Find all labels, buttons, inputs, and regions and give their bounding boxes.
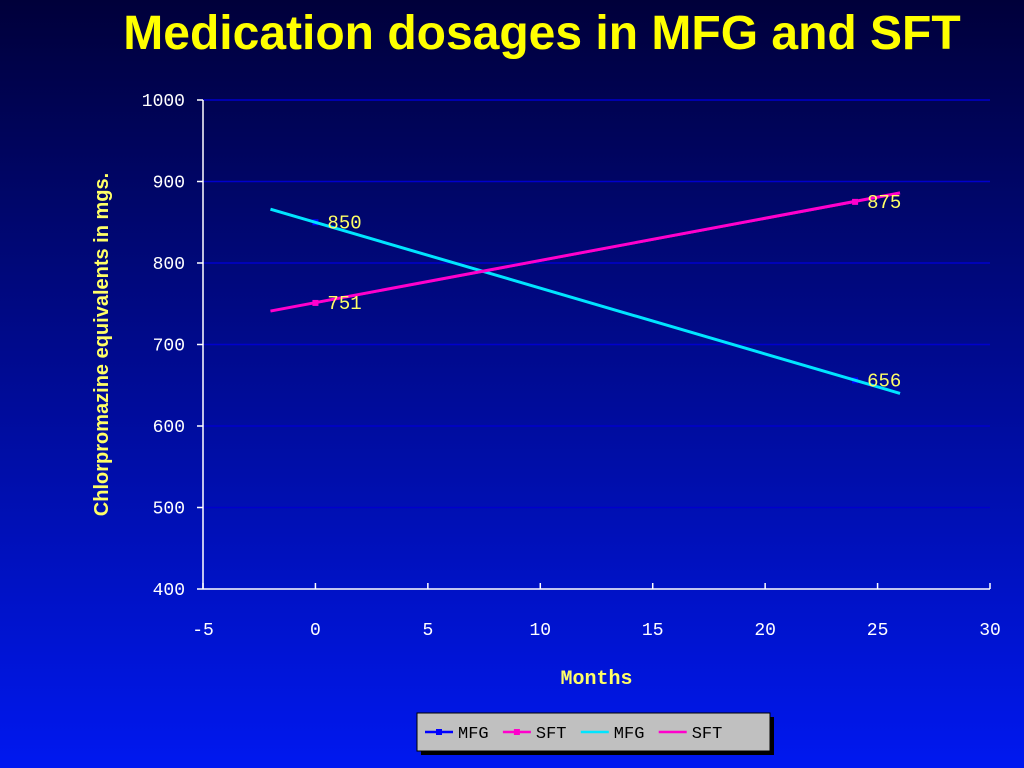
series-line-sft-trend [270, 191, 901, 313]
x-tick-label: -5 [192, 621, 214, 641]
gridlines [203, 99, 990, 509]
y-tick-label: 700 [153, 337, 185, 357]
x-tick-label: 20 [754, 621, 776, 641]
legend-marker-mfg [436, 729, 442, 735]
data-labels: 850 656 751 875 [327, 192, 901, 392]
data-label-sft: 875 [867, 192, 901, 214]
series [270, 191, 901, 395]
y-axis-title: Chlorpromazine equivalents in mgs. [91, 173, 113, 516]
y-tick-label: 900 [153, 174, 185, 194]
data-label-sft: 751 [327, 293, 361, 315]
legend-entry-sft: SFT [536, 725, 567, 744]
legend-marker-sft [513, 729, 520, 735]
data-label-mfg: 850 [327, 212, 361, 234]
y-tick-label: 800 [153, 255, 185, 275]
y-tick-label: 1000 [142, 92, 185, 112]
x-tick-label: 10 [529, 621, 551, 641]
y-tick-label: 400 [153, 581, 185, 601]
x-tick-label: 25 [867, 621, 889, 641]
legend-entry-mfg: MFG [614, 725, 645, 744]
slide-title: Medication dosages in MFG and SFT [123, 7, 961, 60]
ticks: 400 500 600 700 800 900 1000 -5 0 5 10 15 20 25 30 [142, 92, 1001, 641]
legend: MFG SFT MFG SFT [416, 712, 774, 755]
x-tick-label: 5 [422, 621, 433, 641]
x-tick-label: 0 [310, 621, 321, 641]
y-tick-label: 500 [153, 500, 185, 520]
x-tick-label: 15 [642, 621, 664, 641]
y-tick-label: 600 [153, 418, 185, 438]
data-label-mfg: 656 [867, 370, 901, 392]
legend-entry-mfg: MFG [458, 725, 489, 744]
x-axis-title: Months [560, 668, 632, 691]
series-line-mfg-trend [270, 207, 901, 395]
legend-entry-sft: SFT [692, 725, 723, 744]
x-tick-label: 30 [979, 621, 1001, 641]
